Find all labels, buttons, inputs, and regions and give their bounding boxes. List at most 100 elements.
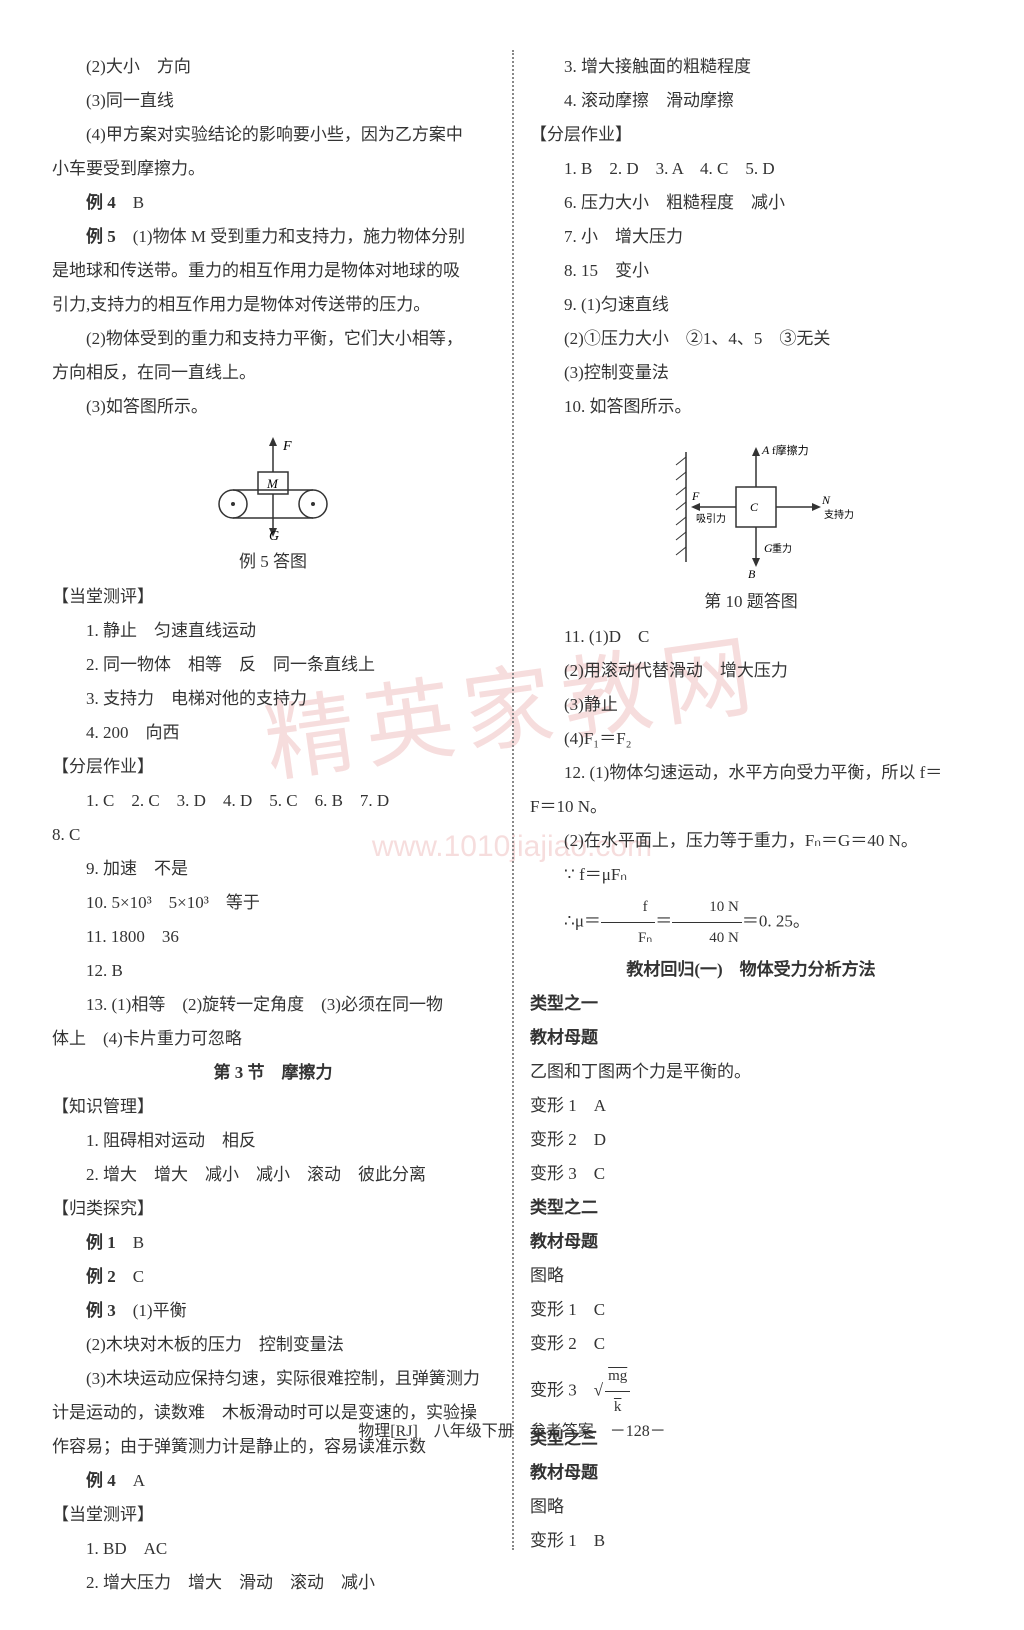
answer: A [133, 1471, 145, 1490]
text-line: 1. 静止 匀速直线运动 [52, 614, 494, 648]
page-footer: 物理[RJ] 八年级下册 参考答案 －128－ [0, 1417, 1024, 1441]
section-title: 教材回归(一) 物体受力分析方法 [530, 953, 972, 987]
label-B: B [748, 567, 756, 581]
numerator: mg [605, 1361, 630, 1392]
text-line: (2)①压力大小 ②1、4、5 ③无关 [530, 322, 972, 356]
text-line: 小车要受到摩擦力。 [52, 152, 494, 186]
force-F-label: F [282, 439, 292, 454]
label-bold: 例 5 [86, 227, 116, 246]
text-line: 引力,支持力的相互作用力是物体对传送带的压力。 [52, 288, 494, 322]
text-line: 7. 小 增大压力 [530, 220, 972, 254]
text-line: 1. B 2. D 3. A 4. C 5. D [530, 152, 972, 186]
text-line: (4)甲方案对实验结论的影响要小些，因为乙方案中 [52, 118, 494, 152]
denominator: Fₙ [601, 923, 655, 953]
text-line: 8. C [52, 818, 494, 852]
label-bold: 例 3 [86, 1301, 116, 1320]
example-label: 例 4 B [52, 186, 494, 220]
text-line: 3. 增大接触面的粗糙程度 [530, 50, 972, 84]
example-label: 例 3 (1)平衡 [52, 1294, 494, 1328]
text-line: 方向相反，在同一直线上。 [52, 356, 494, 390]
text-line: (3)控制变量法 [530, 356, 972, 390]
label-bold: 例 4 [86, 1471, 116, 1490]
subheading: 教材母题 [530, 1021, 972, 1055]
section-heading: 【归类探究】 [52, 1192, 494, 1226]
text-line: ∵ f＝μFₙ [530, 858, 972, 892]
fraction-sqrt: mgk [603, 1361, 630, 1422]
answer: (1)平衡 [133, 1301, 187, 1320]
type-heading: 类型之二 [530, 1191, 972, 1225]
text-line: 11. 1800 36 [52, 920, 494, 954]
label-bold: 例 1 [86, 1233, 116, 1252]
diagram-example5: F M G 例 5 答图 [52, 432, 494, 572]
label-gravity: 重力 [772, 542, 792, 555]
section-title: 第 3 节 摩擦力 [52, 1056, 494, 1090]
section-heading: 【当堂测评】 [52, 1498, 494, 1532]
text-line: (3)静止 [530, 688, 972, 722]
denominator: 40 N [672, 923, 742, 953]
text-line: 4. 滚动摩擦 滑动摩擦 [530, 84, 972, 118]
eq-part: ＝0. 25。 [742, 911, 810, 930]
text-line: 6. 压力大小 粗糙程度 减小 [530, 186, 972, 220]
answer: B [133, 193, 144, 212]
eq-part: 变形 3 [530, 1380, 594, 1399]
section-heading: 【分层作业】 [52, 750, 494, 784]
fraction: fFₙ [601, 892, 655, 953]
label-friction: f摩擦力 [772, 443, 809, 457]
diagram-q10: C A f摩擦力 F 吸引力 N 支持力 G 重力 B 第 10 题答图 [530, 432, 972, 612]
label-C: C [750, 500, 759, 514]
example-label: 例 2 C [52, 1260, 494, 1294]
column-divider [512, 50, 514, 1550]
text-line: 图略 [530, 1259, 972, 1293]
text-line: (2)物体受到的重力和支持力平衡，它们大小相等， [52, 322, 494, 356]
text-line: 10. 5×10³ 5×10³ 等于 [52, 886, 494, 920]
diagram-caption: 例 5 答图 [52, 547, 494, 572]
text-line: 体上 (4)卡片重力可忽略 [52, 1022, 494, 1056]
page-container: (2)大小 方向 (3)同一直线 (4)甲方案对实验结论的影响要小些，因为乙方案… [0, 0, 1024, 1630]
eq-part: ＝ [655, 911, 672, 930]
text-line: (3)木块运动应保持匀速，实际很难控制，且弹簧测力 [52, 1362, 494, 1396]
label-bold: 例 2 [86, 1267, 116, 1286]
right-column: 3. 增大接触面的粗糙程度 4. 滚动摩擦 滑动摩擦 【分层作业】 1. B 2… [512, 50, 984, 1600]
text-line: (3)同一直线 [52, 84, 494, 118]
label-attract: 吸引力 [696, 512, 726, 525]
text-line: (3)如答图所示。 [52, 390, 494, 424]
text-line: 变形 1 B [530, 1524, 972, 1558]
text-line: 变形 1 C [530, 1293, 972, 1327]
text-line: 变形 3 C [530, 1157, 972, 1191]
text-line: (2)用滚动代替滑动 增大压力 [530, 654, 972, 688]
answer: B [133, 1233, 144, 1252]
diagram-caption: 第 10 题答图 [530, 587, 972, 612]
text-line: 2. 同一物体 相等 反 同一条直线上 [52, 648, 494, 682]
text-line: 变形 2 D [530, 1123, 972, 1157]
text-line: 变形 2 C [530, 1327, 972, 1361]
text-line: 4. 200 向西 [52, 716, 494, 750]
text-line: 2. 增大压力 增大 滑动 滚动 减小 [52, 1566, 494, 1600]
text-line: 13. (1)相等 (2)旋转一定角度 (3)必须在同一物 [52, 988, 494, 1022]
label-A: A [761, 443, 770, 457]
text-line: 12. (1)物体匀速运动，水平方向受力平衡，所以 f＝ [530, 756, 972, 790]
text-line: 2. 增大 增大 减小 减小 滚动 彼此分离 [52, 1158, 494, 1192]
eq-part: ∴μ＝ [564, 911, 601, 930]
subheading: 教材母题 [530, 1456, 972, 1490]
text-line: (2)大小 方向 [52, 50, 494, 84]
section-heading: 【分层作业】 [530, 118, 972, 152]
text-line: 12. B [52, 954, 494, 988]
left-column: (2)大小 方向 (3)同一直线 (4)甲方案对实验结论的影响要小些，因为乙方案… [40, 50, 512, 1600]
text-line: F＝10 N。 [530, 790, 972, 824]
text-line: 是地球和传送带。重力的相互作用力是物体对地球的吸 [52, 254, 494, 288]
text-line: 1. 阻碍相对运动 相反 [52, 1124, 494, 1158]
example-label: 例 5 (1)物体 M 受到重力和支持力，施力物体分别 [52, 220, 494, 254]
text-line: 图略 [530, 1490, 972, 1524]
example-label: 例 1 B [52, 1226, 494, 1260]
text-line: 11. (1)D C [530, 620, 972, 654]
answer-text: (1)物体 M 受到重力和支持力，施力物体分别 [133, 227, 465, 246]
text-line: 乙图和丁图两个力是平衡的。 [530, 1055, 972, 1089]
text-line: 9. 加速 不是 [52, 852, 494, 886]
equation-line: 变形 3 √mgk [530, 1361, 972, 1422]
type-heading: 类型之一 [530, 987, 972, 1021]
text-line: 1. C 2. C 3. D 4. D 5. C 6. B 7. D [52, 784, 494, 818]
label-support: 支持力 [824, 508, 854, 521]
equation-line: ∴μ＝fFₙ＝10 N40 N＝0. 25。 [530, 892, 972, 953]
label-N: N [821, 493, 831, 507]
text-line: 9. (1)匀速直线 [530, 288, 972, 322]
